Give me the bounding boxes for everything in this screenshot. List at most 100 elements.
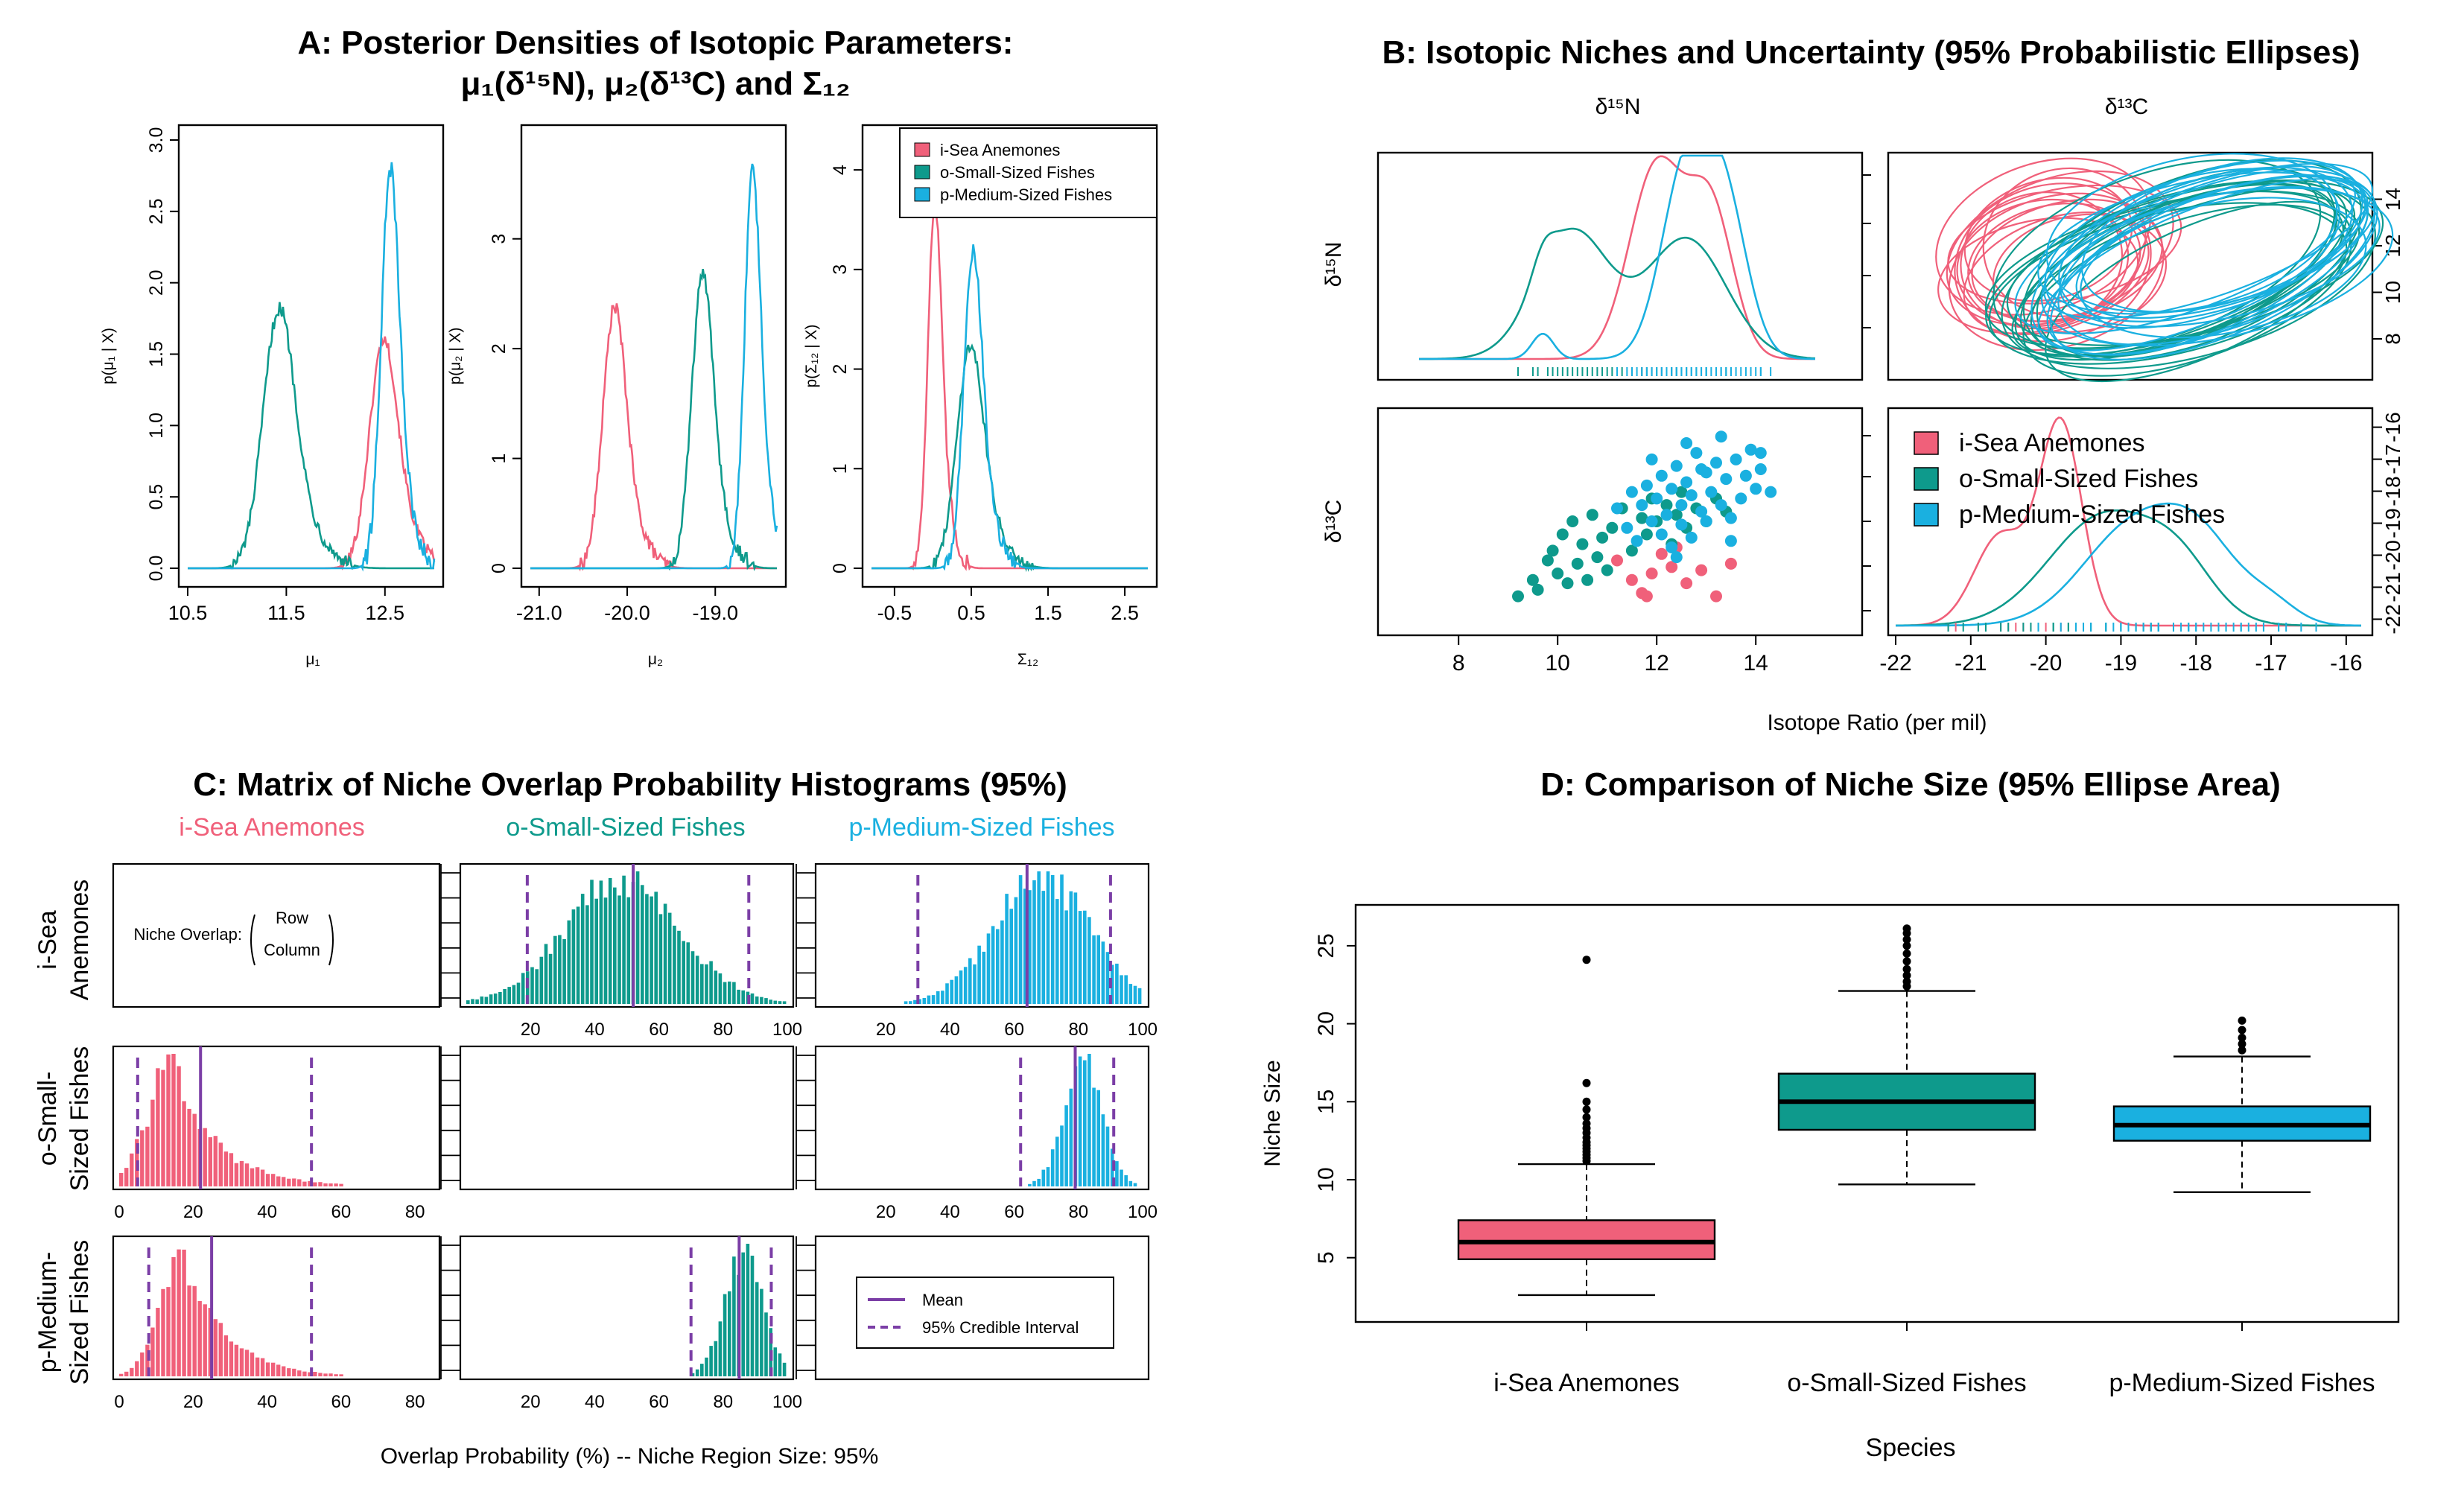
panel-b-scatter-point-p (1690, 447, 1703, 460)
panel-c-bar (705, 964, 708, 1004)
panel-c-bar (1046, 871, 1050, 1004)
panel-a-sub1-xtick-label: 12.5 (366, 602, 405, 624)
panel-c-bar (954, 976, 959, 1004)
panel-b-d13c-ytick-label: -18 (2381, 476, 2404, 506)
panel-a-title-line2: μ₁(δ¹⁵N), μ₂(δ¹³C) and Σ₁₂ (460, 66, 850, 102)
panel-a-sub3-ytick-label: 1 (830, 463, 851, 474)
panel-c-bar (690, 1373, 695, 1376)
panel-a-sub1-ytick-label: 1.5 (146, 341, 167, 367)
panel-c-bar (166, 1054, 171, 1186)
panel-c-xtick-label: 60 (331, 1392, 352, 1412)
panel-d-outlier (1902, 957, 1911, 966)
panel-c-bar (1050, 874, 1055, 1004)
panel-c-bar (484, 996, 489, 1004)
panel-b-d13c-xtick-label: -18 (2180, 651, 2212, 676)
panel-c-xtick-label: 60 (1004, 1020, 1024, 1040)
panel-c-cell-frame-r2c3 (814, 1045, 1150, 1191)
panel-d-ytick-label: 10 (1314, 1167, 1339, 1192)
panel-b-scatter-point-o (1541, 554, 1554, 567)
panel-c-histogram-r3c1: 0 20 40 60 80 (114, 1236, 425, 1412)
panel-b-ellipse-p (2040, 187, 2394, 347)
panel-a-sub1-density-i (188, 336, 436, 570)
panel-c-xtick-label: 40 (257, 1202, 277, 1222)
panel-c-bar (613, 887, 617, 1004)
panel-b-density-d15n-frame (1377, 151, 1864, 381)
panel-c-histogram-r2c1: 0 20 40 60 80 (114, 1046, 425, 1222)
panel-b-rug-d13c (1947, 623, 2317, 632)
panel-c-bar (658, 914, 663, 1004)
panel-c-bar (1037, 1178, 1041, 1186)
panel-b-axes: 88101012121414-22-22-21-21-20-20-19-19-1… (1452, 174, 2404, 676)
panel-b-scatter-point-i (1655, 547, 1668, 560)
panel-c-xtick-label: 0 (114, 1202, 124, 1222)
panel-c-bar (728, 1291, 731, 1376)
panel-c-bar (1064, 1105, 1068, 1186)
panel-a-sub2-xtick-label: -19.0 (692, 602, 738, 624)
panel-c-bar (927, 995, 931, 1004)
panel-a-sub1-axes: 10.5 11.5 12.5 0.0 0.5 1.0 1.5 2.0 2.5 3.0 (146, 127, 404, 624)
panel-b-row-label-d13c: δ¹³C (1321, 500, 1346, 543)
panel-a-sub2-xtick-label: -21.0 (516, 602, 562, 624)
panel-a-sub1-xlabel: μ₁ (305, 651, 320, 668)
panel-a-sub3-axes: -0.5 0.5 1.5 2.5 0 1 2 3 4 (830, 165, 1139, 624)
panel-a-legend: i-Sea Anemones o-Small-Sized Fishes p-Me… (899, 127, 1158, 218)
panel-a-legend-label-p: p-Medium-Sized Fishes (940, 185, 1112, 204)
panel-b-d13c-xtick-label: -20 (2030, 651, 2062, 676)
panel-c-bar (1055, 1137, 1059, 1186)
panel-d-ytick-label: 20 (1314, 1011, 1339, 1036)
panel-b-scatter-point-p (1765, 486, 1777, 498)
panel-c-xtick-label: 80 (405, 1392, 425, 1412)
panel-d-frame (1354, 903, 2400, 1323)
panel-b-d13c-xtick-label: -21 (1955, 651, 1987, 676)
panel-c-xtick-label: 0 (114, 1392, 124, 1412)
panel-c-bar (150, 1099, 155, 1186)
panel-b-ellipse-p (2075, 174, 2376, 320)
panel-c-bar (750, 1256, 755, 1376)
panel-b-ellipse-o (2001, 179, 2376, 369)
panel-c-bar (750, 993, 755, 1004)
panel-c-bar (1069, 1088, 1073, 1186)
panel-c-bar (271, 1174, 276, 1186)
panel-c-bar (192, 1113, 197, 1186)
panel-c-bar (255, 1167, 260, 1186)
panel-d-ytick-label: 15 (1314, 1090, 1339, 1114)
panel-b-scatter-point-p (1631, 535, 1643, 547)
panel-d-xlabel: Species (1866, 1434, 1956, 1462)
panel-c-note-row: Row (276, 909, 308, 927)
panel-b-density-d15n-p (1419, 154, 1815, 360)
panel-a-sub2-ytick-label: 0 (489, 563, 509, 573)
panel-c-bar (603, 897, 608, 1004)
panel-a-sub3-xtick-label: 0.5 (957, 602, 985, 624)
panel-c-bar (1110, 964, 1114, 1004)
panel-a-sub1-xtick-label: 10.5 (168, 602, 208, 624)
panel-d-outlier (2238, 1026, 2247, 1034)
panel-c-diagonal-note: Niche Overlap: Row Column (133, 909, 334, 966)
panel-c-bar (328, 1373, 333, 1376)
panel-c-bar (334, 1374, 338, 1376)
panel-b-scatter-point-o (1601, 564, 1613, 576)
panel-c-xtick-label: 40 (940, 1020, 960, 1040)
panel-b-plot-area: 88101012121414-22-22-21-21-20-20-19-19-1… (1419, 153, 2404, 676)
panel-b-density-d15n-i (1419, 155, 1815, 360)
panel-b-ellipse-i (1963, 177, 2133, 302)
panel-c-bar (782, 1362, 787, 1376)
panel-c-bar (197, 1301, 202, 1376)
panel-d-box-o: o-Small-Sized Fishes (1777, 924, 2036, 1397)
panel-c-bar (297, 1179, 302, 1186)
panel-b-scatter-point-p (1655, 469, 1668, 482)
panel-b-scatter-points (1512, 430, 1777, 603)
panel-c-bar (334, 1183, 338, 1186)
panel-c-bar (218, 1142, 223, 1186)
panel-b-scatter-frame (1377, 407, 1864, 637)
panel-b-scatter-point-p (1625, 486, 1638, 498)
panel-c-bar (135, 1361, 139, 1376)
panel-b-scatter-point-p (1660, 509, 1673, 521)
panel-b-scatter-point-p (1695, 463, 1708, 475)
panel-b-scatter-point-p (1651, 492, 1663, 505)
panel-b-ellipse-p (2014, 165, 2356, 334)
panel-a-sub1-ytick-label: 2.0 (146, 270, 167, 296)
panel-b-scatter-point-p (1695, 505, 1708, 518)
panel-a-legend-box (899, 127, 1158, 218)
panel-c-bar (1115, 963, 1119, 1004)
panel-c-bar (1046, 1167, 1050, 1186)
